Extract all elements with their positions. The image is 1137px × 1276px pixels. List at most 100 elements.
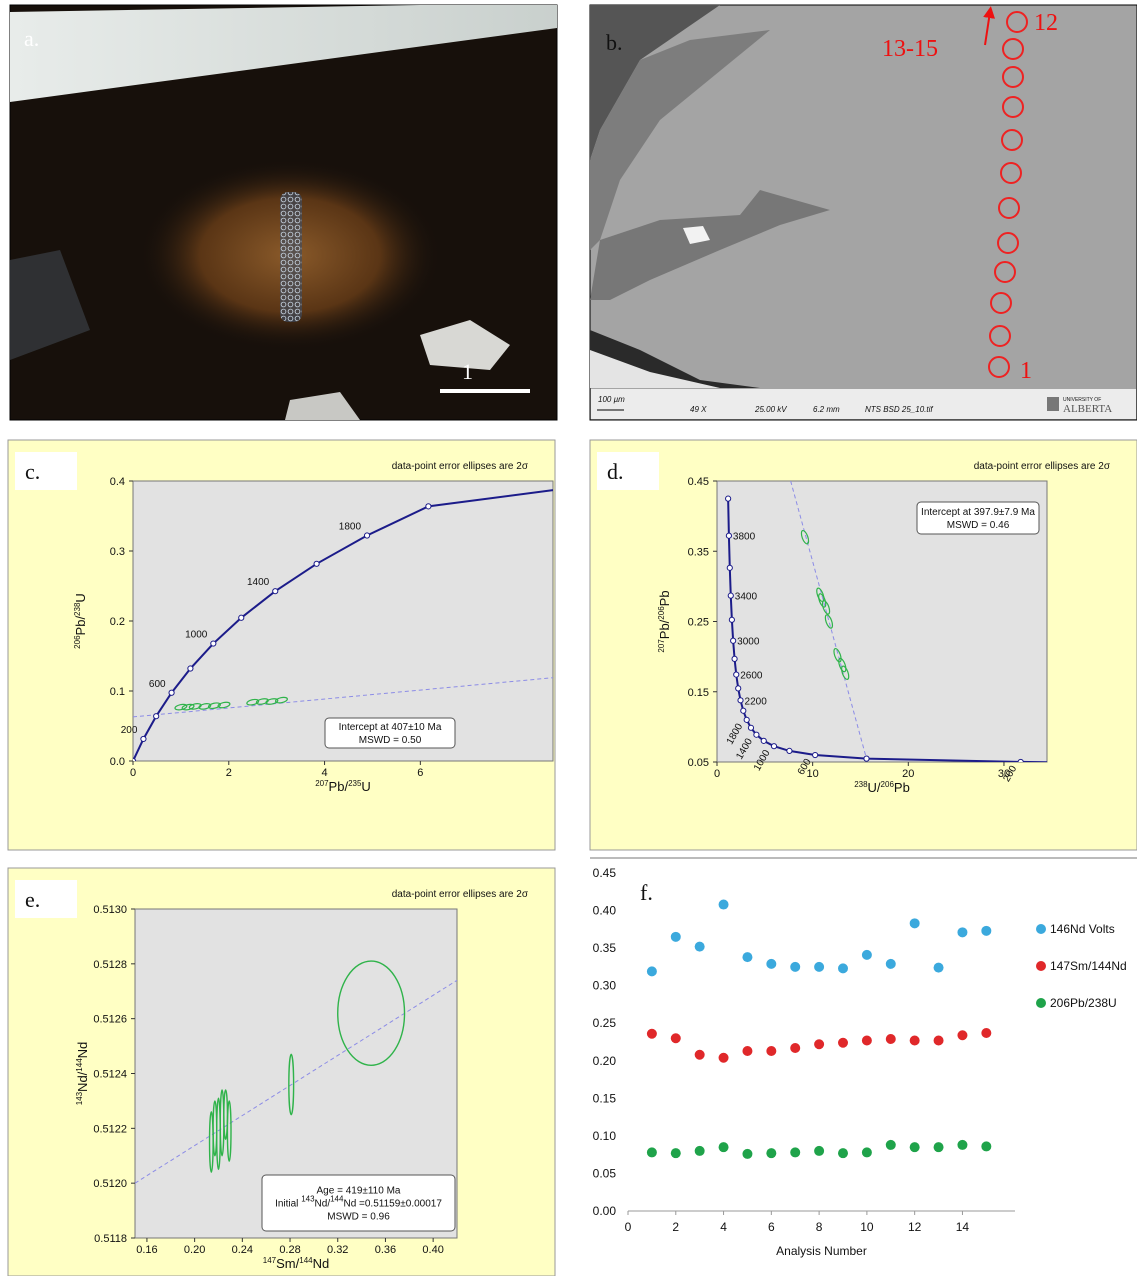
label-text: Pb [657,590,672,606]
age-point [313,560,320,567]
error-ellipse [174,703,188,711]
data-point [766,1148,777,1159]
data-point [885,958,896,969]
data-point [981,925,992,936]
age-point [733,671,740,678]
age-point [140,735,147,743]
age-point [730,637,737,644]
label-text: Nd =0.51159±0.00017 [343,1199,442,1210]
x-tick-label: 0 [130,767,136,779]
superscript: 144 [330,1195,344,1204]
data-point [981,1027,992,1038]
x-tick-label: 4 [720,1220,727,1234]
y-tick-label: 0.05 [593,1166,617,1180]
age-point [363,532,371,539]
result-text: Intercept at 397.9±7.9 Ma [921,507,1035,518]
error-ellipse [181,703,195,711]
data-point [646,966,657,977]
error-ellipse [288,1053,295,1116]
error-ellipse [337,960,406,1066]
superscript: 206 [657,606,666,620]
age-point [728,616,735,623]
superscript: 144 [299,1256,313,1265]
y-tick-label: 0.35 [593,941,617,955]
label-text: Intercept at 407±10 Ma [339,722,442,733]
data-point [909,1035,920,1046]
result-text: MSWD = 0.46 [947,520,1010,531]
age-point [1017,758,1024,762]
spot-label: 13-15 [882,36,938,62]
age-label: 3000 [737,637,760,648]
y-tick-label: 0.25 [688,617,709,629]
panel-label-box [15,880,77,918]
legend-label: 146Nd Volts [1050,922,1115,936]
y-tick-label: 0.5126 [93,1014,127,1026]
error-ellipse [226,1100,232,1162]
superscript: 207 [657,639,666,653]
y-tick-label: 0.45 [593,866,617,880]
label-text: MSWD = 0.96 [327,1212,390,1223]
label-text: Pb [894,780,910,795]
age-point [726,564,733,571]
plot-area [132,480,554,762]
data-point [790,961,801,972]
note: data-point error ellipses are 2σ [392,461,529,472]
age-label: 1000 [185,630,208,641]
data-point [718,1052,729,1063]
data-point [909,918,920,929]
x-tick-label: 4 [321,767,327,779]
age-label: 1400 [247,577,270,588]
age-label: 200 [121,725,138,736]
x-tick-label: 0.24 [232,1244,253,1256]
concordia-curve [133,489,553,761]
y-tick-label: 0.35 [688,546,709,558]
panel-label: a. [24,26,39,51]
y-tick-label: 0.25 [593,1016,617,1030]
note: data-point error ellipses are 2σ [392,889,529,900]
sem-panel: b. 13-15 12 1 100 µm 49 X 25.00 kV 6.2 m… [589,4,1137,421]
label-text: U [73,593,88,602]
y-axis-label: 143Nd/144Nd [75,1042,90,1106]
data-point [814,1039,825,1050]
age-point [743,716,750,723]
y-tick-label: 0.3 [110,546,125,558]
age-point [735,685,742,692]
data-point [718,1142,729,1153]
plot-content [725,481,1047,762]
data-point [646,1147,657,1158]
error-ellipse [265,698,279,705]
panel-label: e. [25,887,40,912]
panel-label-box [15,452,77,490]
label-text: Nd/ [315,1199,331,1210]
age-point [272,588,279,595]
data-point [957,1139,968,1150]
y-tick-label: 0.5124 [93,1069,127,1081]
result-text: MSWD = 0.50 [359,735,422,746]
data-point [670,1148,681,1159]
label-text: Nd [313,1256,330,1271]
data-point [885,1139,896,1150]
data-point [957,1030,968,1041]
error-ellipse [841,665,850,681]
data-point [838,1148,848,1159]
x-tick-label: 0 [625,1220,632,1234]
age-point [747,724,755,731]
x-tick-label: 0.16 [136,1244,157,1256]
data-point [861,1035,872,1046]
y-tick-label: 0.15 [688,687,709,699]
error-ellipse [818,593,827,608]
age-label: 2200 [745,696,768,707]
regression-line [790,481,867,759]
superscript: 144 [75,1058,84,1072]
x-tick-label: 8 [816,1220,823,1234]
age-point [731,655,738,662]
logo-text: ALBERTA [1063,403,1112,415]
label-text: Age = 419±110 Ma [317,1186,401,1197]
error-ellipse [800,529,810,545]
age-point [210,640,217,647]
label-text: Pb/ [329,779,349,794]
regression-line [135,979,457,1184]
superscript: 206 [73,635,82,649]
y-tick-label: 0.00 [593,1204,617,1218]
